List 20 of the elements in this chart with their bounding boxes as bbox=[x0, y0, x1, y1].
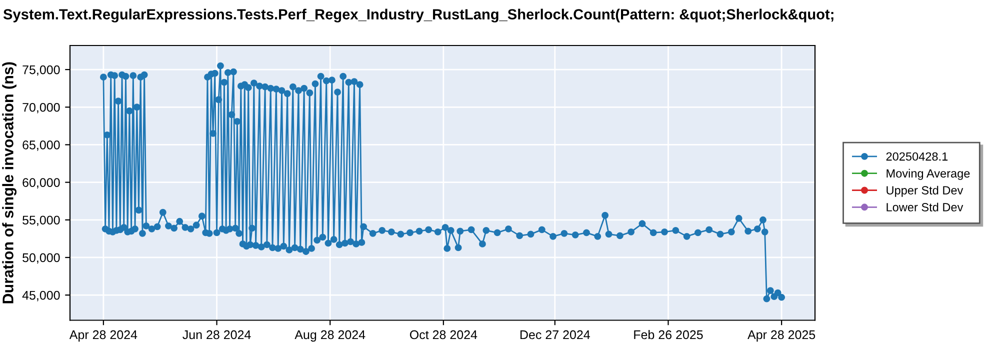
x-tick-label: Jun 28 2024 bbox=[182, 330, 251, 340]
x-tick-label: Apr 28 2025 bbox=[748, 330, 816, 342]
legend-label: Lower Std Dev bbox=[886, 202, 964, 212]
x-tick-label: Dec 27 2024 bbox=[520, 330, 590, 340]
x-tick-label: Aug 28 2024 bbox=[294, 330, 366, 342]
y-tick-label: 50,000 bbox=[22, 253, 60, 264]
y-tick-label: 70,000 bbox=[22, 102, 60, 114]
x-tick-label: Feb 26 2025 bbox=[634, 330, 703, 340]
y-tick-label: 45,000 bbox=[22, 290, 60, 302]
x-tick-label: Apr 28 2024 bbox=[69, 330, 138, 342]
legend-label: 20250428.1 bbox=[886, 152, 948, 161]
x-tick-label: Oct 28 2024 bbox=[410, 330, 478, 340]
y-axis-title: Duration of single invocation (ns) bbox=[2, 62, 16, 304]
y-tick-label: 65,000 bbox=[22, 140, 60, 151]
y-tick-label: 60,000 bbox=[22, 178, 60, 188]
chart-title: System.Text.RegularExpressions.Tests.Perf_Regex_Industry_RustLang_Sherlock.Count(Pattern: &quot;Sherlock&quot; bbox=[3, 8, 834, 22]
legend-label: Moving Average bbox=[886, 168, 970, 180]
legend-label: Upper Std Dev bbox=[886, 186, 964, 197]
y-tick-label: 75,000 bbox=[22, 65, 60, 76]
y-tick-label: 55,000 bbox=[22, 216, 60, 226]
